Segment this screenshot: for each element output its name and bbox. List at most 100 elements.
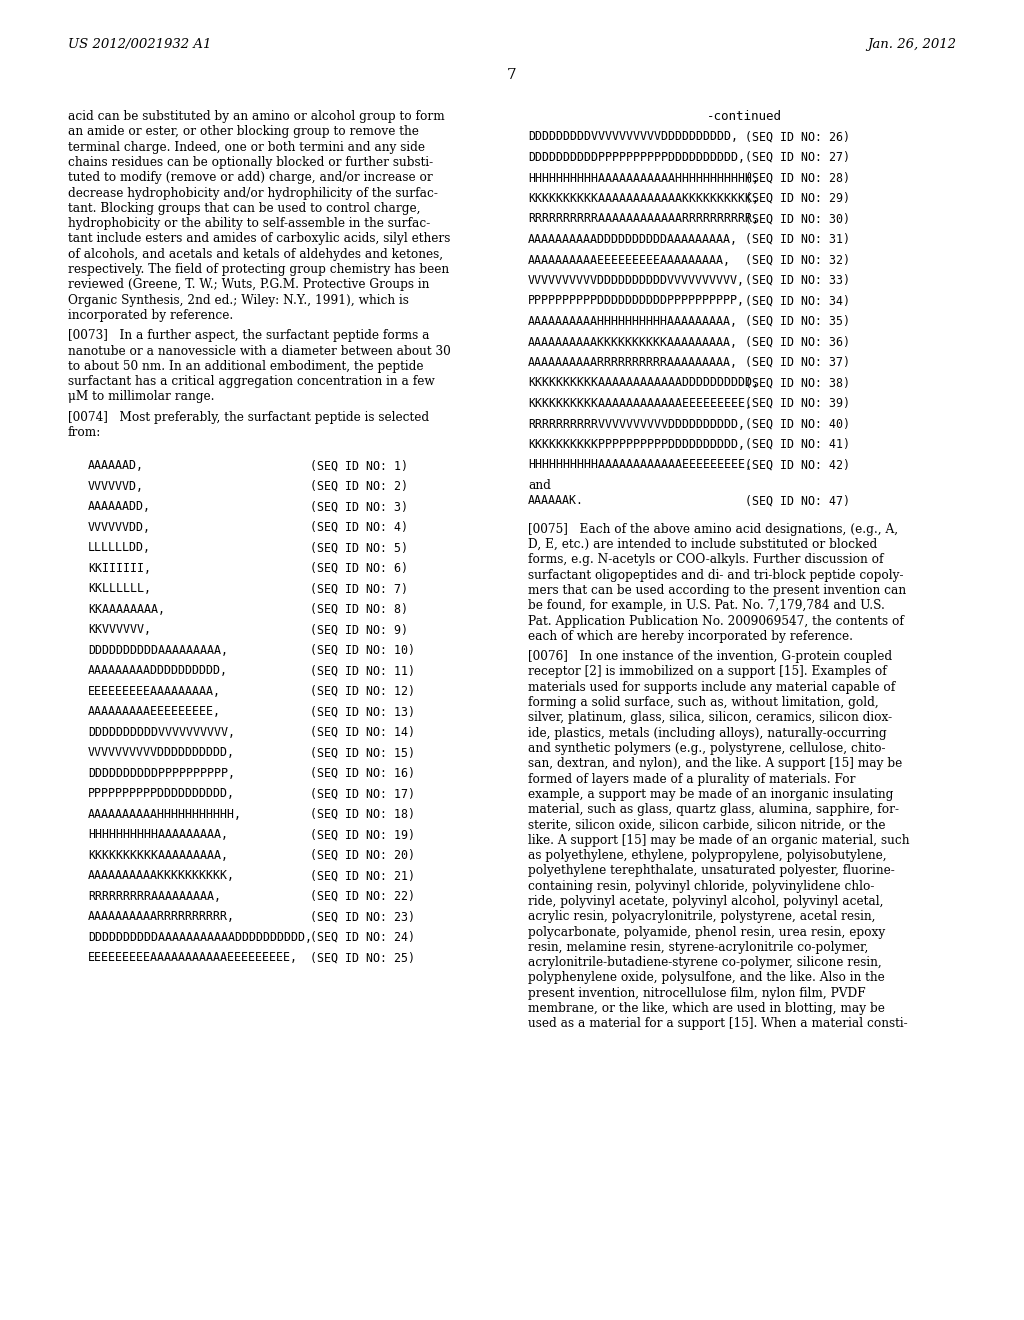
Text: materials used for supports include any material capable of: materials used for supports include any …	[528, 681, 895, 694]
Text: DDDDDDDDDDPPPPPPPPPP,: DDDDDDDDDDPPPPPPPPPP,	[88, 767, 234, 780]
Text: [0076]   In one instance of the invention, G-protein coupled: [0076] In one instance of the invention,…	[528, 651, 892, 663]
Text: DDDDDDDDDDVVVVVVVVVV,: DDDDDDDDDDVVVVVVVVVV,	[88, 726, 234, 739]
Text: AAAAAAAAAADDDDDDDDDDAAAAAAAAA,: AAAAAAAAAADDDDDDDDDDAAAAAAAAA,	[528, 234, 738, 246]
Text: polyethylene terephthalate, unsaturated polyester, fluorine-: polyethylene terephthalate, unsaturated …	[528, 865, 895, 878]
Text: (SEQ ID NO: 3): (SEQ ID NO: 3)	[310, 500, 408, 513]
Text: and: and	[528, 479, 551, 492]
Text: HHHHHHHHHHAAAAAAAAA,: HHHHHHHHHHAAAAAAAAA,	[88, 829, 228, 841]
Text: 7: 7	[507, 69, 517, 82]
Text: [0074]   Most preferably, the surfactant peptide is selected: [0074] Most preferably, the surfactant p…	[68, 411, 429, 424]
Text: (SEQ ID NO: 9): (SEQ ID NO: 9)	[310, 623, 408, 636]
Text: (SEQ ID NO: 19): (SEQ ID NO: 19)	[310, 829, 415, 841]
Text: chains residues can be optionally blocked or further substi-: chains residues can be optionally blocke…	[68, 156, 433, 169]
Text: US 2012/0021932 A1: US 2012/0021932 A1	[68, 38, 211, 51]
Text: (SEQ ID NO: 1): (SEQ ID NO: 1)	[310, 459, 408, 473]
Text: (SEQ ID NO: 5): (SEQ ID NO: 5)	[310, 541, 408, 554]
Text: from:: from:	[68, 426, 101, 440]
Text: RRRRRRRRRAAAAAAAAA,: RRRRRRRRRAAAAAAAAA,	[88, 890, 221, 903]
Text: tant include esters and amides of carboxylic acids, silyl ethers: tant include esters and amides of carbox…	[68, 232, 451, 246]
Text: KKAAAAAAAA,: KKAAAAAAAA,	[88, 603, 165, 616]
Text: AAAAAAAAADDDDDDDDDD,: AAAAAAAAADDDDDDDDDD,	[88, 664, 228, 677]
Text: forming a solid surface, such as, without limitation, gold,: forming a solid surface, such as, withou…	[528, 696, 879, 709]
Text: (SEQ ID NO: 36): (SEQ ID NO: 36)	[745, 335, 850, 348]
Text: decrease hydrophobicity and/or hydrophilicity of the surfac-: decrease hydrophobicity and/or hydrophil…	[68, 186, 438, 199]
Text: -continued: -continued	[707, 110, 781, 123]
Text: an amide or ester, or other blocking group to remove the: an amide or ester, or other blocking gro…	[68, 125, 419, 139]
Text: used as a material for a support [15]. When a material consti-: used as a material for a support [15]. W…	[528, 1018, 907, 1031]
Text: (SEQ ID NO: 8): (SEQ ID NO: 8)	[310, 603, 408, 616]
Text: DDDDDDDDDDAAAAAAAAAAADDDDDDDDDD,: DDDDDDDDDDAAAAAAAAAAADDDDDDDDDD,	[88, 931, 312, 944]
Text: (SEQ ID NO: 38): (SEQ ID NO: 38)	[745, 376, 850, 389]
Text: acrylonitrile-butadiene-styrene co-polymer, silicone resin,: acrylonitrile-butadiene-styrene co-polym…	[528, 956, 882, 969]
Text: AAAAAADD,: AAAAAADD,	[88, 500, 151, 513]
Text: nanotube or a nanovessicle with a diameter between about 30: nanotube or a nanovessicle with a diamet…	[68, 345, 451, 358]
Text: PPPPPPPPPPDDDDDDDDDD,: PPPPPPPPPPDDDDDDDDDD,	[88, 787, 234, 800]
Text: (SEQ ID NO: 37): (SEQ ID NO: 37)	[745, 356, 850, 370]
Text: RRRRRRRRRRVVVVVVVVVVDDDDDDDDDD,: RRRRRRRRRRVVVVVVVVVVDDDDDDDDDD,	[528, 417, 745, 430]
Text: EEEEEEEEEAAAAAAAAA,: EEEEEEEEEAAAAAAAAA,	[88, 685, 221, 698]
Text: RRRRRRRRRRAAAAAAAAAAAARRRRRRRRRR,: RRRRRRRRRRAAAAAAAAAAAARRRRRRRRRR,	[528, 213, 759, 226]
Text: KKLLLLLL,: KKLLLLLL,	[88, 582, 151, 595]
Text: (SEQ ID NO: 32): (SEQ ID NO: 32)	[745, 253, 850, 267]
Text: VVVVVVVVVVDDDDDDDDDD,: VVVVVVVVVVDDDDDDDDDD,	[88, 746, 234, 759]
Text: (SEQ ID NO: 18): (SEQ ID NO: 18)	[310, 808, 415, 821]
Text: acrylic resin, polyacrylonitrile, polystyrene, acetal resin,: acrylic resin, polyacrylonitrile, polyst…	[528, 911, 876, 923]
Text: formed of layers made of a plurality of materials. For: formed of layers made of a plurality of …	[528, 772, 855, 785]
Text: (SEQ ID NO: 30): (SEQ ID NO: 30)	[745, 213, 850, 226]
Text: AAAAAAAAAAEEEEEEEEEAAAAAAAAA,: AAAAAAAAAAEEEEEEEEEAAAAAAAAA,	[528, 253, 731, 267]
Text: membrane, or the like, which are used in blotting, may be: membrane, or the like, which are used in…	[528, 1002, 885, 1015]
Text: VVVVVVD,: VVVVVVD,	[88, 479, 144, 492]
Text: KKIIIIII,: KKIIIIII,	[88, 562, 151, 574]
Text: D, E, etc.) are intended to include substituted or blocked: D, E, etc.) are intended to include subs…	[528, 539, 878, 552]
Text: receptor [2] is immobilized on a support [15]. Examples of: receptor [2] is immobilized on a support…	[528, 665, 887, 678]
Text: KKKKKKKKKKAAAAAAAAA,: KKKKKKKKKKAAAAAAAAA,	[88, 849, 228, 862]
Text: (SEQ ID NO: 39): (SEQ ID NO: 39)	[745, 397, 850, 411]
Text: ide, plastics, metals (including alloys), naturally-occurring: ide, plastics, metals (including alloys)…	[528, 727, 887, 739]
Text: AAAAAAAAAAKKKKKKKKKKAAAAAAAAA,: AAAAAAAAAAKKKKKKKKKKAAAAAAAAA,	[528, 335, 738, 348]
Text: sterite, silicon oxide, silicon carbide, silicon nitride, or the: sterite, silicon oxide, silicon carbide,…	[528, 818, 886, 832]
Text: (SEQ ID NO: 12): (SEQ ID NO: 12)	[310, 685, 415, 698]
Text: (SEQ ID NO: 29): (SEQ ID NO: 29)	[745, 191, 850, 205]
Text: PPPPPPPPPPDDDDDDDDDDPPPPPPPPPP,: PPPPPPPPPPDDDDDDDDDDPPPPPPPPPP,	[528, 294, 745, 308]
Text: (SEQ ID NO: 34): (SEQ ID NO: 34)	[745, 294, 850, 308]
Text: HHHHHHHHHHAAAAAAAAAAAAEEEEEEEEE,: HHHHHHHHHHAAAAAAAAAAAAEEEEEEEEE,	[528, 458, 752, 471]
Text: acid can be substituted by an amino or alcohol group to form: acid can be substituted by an amino or a…	[68, 110, 444, 123]
Text: KKKKKKKKKKPPPPPPPPPPDDDDDDDDDD,: KKKKKKKKKKPPPPPPPPPPDDDDDDDDDD,	[528, 438, 745, 451]
Text: (SEQ ID NO: 15): (SEQ ID NO: 15)	[310, 746, 415, 759]
Text: hydrophobicity or the ability to self-assemble in the surfac-: hydrophobicity or the ability to self-as…	[68, 216, 430, 230]
Text: like. A support [15] may be made of an organic material, such: like. A support [15] may be made of an o…	[528, 834, 909, 847]
Text: surfactant oligopeptides and di- and tri-block peptide copoly-: surfactant oligopeptides and di- and tri…	[528, 569, 903, 582]
Text: tuted to modify (remove or add) charge, and/or increase or: tuted to modify (remove or add) charge, …	[68, 172, 433, 185]
Text: (SEQ ID NO: 25): (SEQ ID NO: 25)	[310, 952, 415, 965]
Text: (SEQ ID NO: 27): (SEQ ID NO: 27)	[745, 150, 850, 164]
Text: AAAAAAD,: AAAAAAD,	[88, 459, 144, 473]
Text: DDDDDDDDDVVVVVVVVVVDDDDDDDDDD,: DDDDDDDDDVVVVVVVVVVDDDDDDDDDD,	[528, 131, 738, 144]
Text: (SEQ ID NO: 35): (SEQ ID NO: 35)	[745, 315, 850, 327]
Text: (SEQ ID NO: 14): (SEQ ID NO: 14)	[310, 726, 415, 739]
Text: [0075]   Each of the above amino acid designations, (e.g., A,: [0075] Each of the above amino acid desi…	[528, 523, 898, 536]
Text: KKKKKKKKKKAAAAAAAAAAAADDDDDDDDDD,: KKKKKKKKKKAAAAAAAAAAAADDDDDDDDDD,	[528, 376, 759, 389]
Text: reviewed (Greene, T. W.; Wuts, P.G.M. Protective Groups in: reviewed (Greene, T. W.; Wuts, P.G.M. Pr…	[68, 279, 429, 292]
Text: AAAAAAAAAARRRRRRRRRRAAAAAAAAA,: AAAAAAAAAARRRRRRRRRRAAAAAAAAA,	[528, 356, 738, 370]
Text: each of which are hereby incorporated by reference.: each of which are hereby incorporated by…	[528, 630, 853, 643]
Text: material, such as glass, quartz glass, alumina, sapphire, for-: material, such as glass, quartz glass, a…	[528, 803, 899, 816]
Text: (SEQ ID NO: 16): (SEQ ID NO: 16)	[310, 767, 415, 780]
Text: LLLLLLDD,: LLLLLLDD,	[88, 541, 151, 554]
Text: (SEQ ID NO: 6): (SEQ ID NO: 6)	[310, 562, 408, 574]
Text: ride, polyvinyl acetate, polyvinyl alcohol, polyvinyl acetal,: ride, polyvinyl acetate, polyvinyl alcoh…	[528, 895, 884, 908]
Text: DDDDDDDDDDAAAAAAAAA,: DDDDDDDDDDAAAAAAAAA,	[88, 644, 228, 657]
Text: (SEQ ID NO: 24): (SEQ ID NO: 24)	[310, 931, 415, 944]
Text: (SEQ ID NO: 7): (SEQ ID NO: 7)	[310, 582, 408, 595]
Text: (SEQ ID NO: 4): (SEQ ID NO: 4)	[310, 521, 408, 533]
Text: Pat. Application Publication No. 2009069547, the contents of: Pat. Application Publication No. 2009069…	[528, 615, 904, 627]
Text: (SEQ ID NO: 28): (SEQ ID NO: 28)	[745, 172, 850, 185]
Text: KKKKKKKKKKAAAAAAAAAAAAKKKKKKKKKK,: KKKKKKKKKKAAAAAAAAAAAAKKKKKKKKKK,	[528, 191, 759, 205]
Text: present invention, nitrocellulose film, nylon film, PVDF: present invention, nitrocellulose film, …	[528, 987, 865, 999]
Text: (SEQ ID NO: 31): (SEQ ID NO: 31)	[745, 234, 850, 246]
Text: (SEQ ID NO: 2): (SEQ ID NO: 2)	[310, 479, 408, 492]
Text: to about 50 nm. In an additional embodiment, the peptide: to about 50 nm. In an additional embodim…	[68, 360, 424, 372]
Text: (SEQ ID NO: 26): (SEQ ID NO: 26)	[745, 131, 850, 144]
Text: incorporated by reference.: incorporated by reference.	[68, 309, 233, 322]
Text: (SEQ ID NO: 47): (SEQ ID NO: 47)	[745, 494, 850, 507]
Text: AAAAAAAAAAHHHHHHHHHHAAAAAAAAA,: AAAAAAAAAAHHHHHHHHHHAAAAAAAAA,	[528, 315, 738, 327]
